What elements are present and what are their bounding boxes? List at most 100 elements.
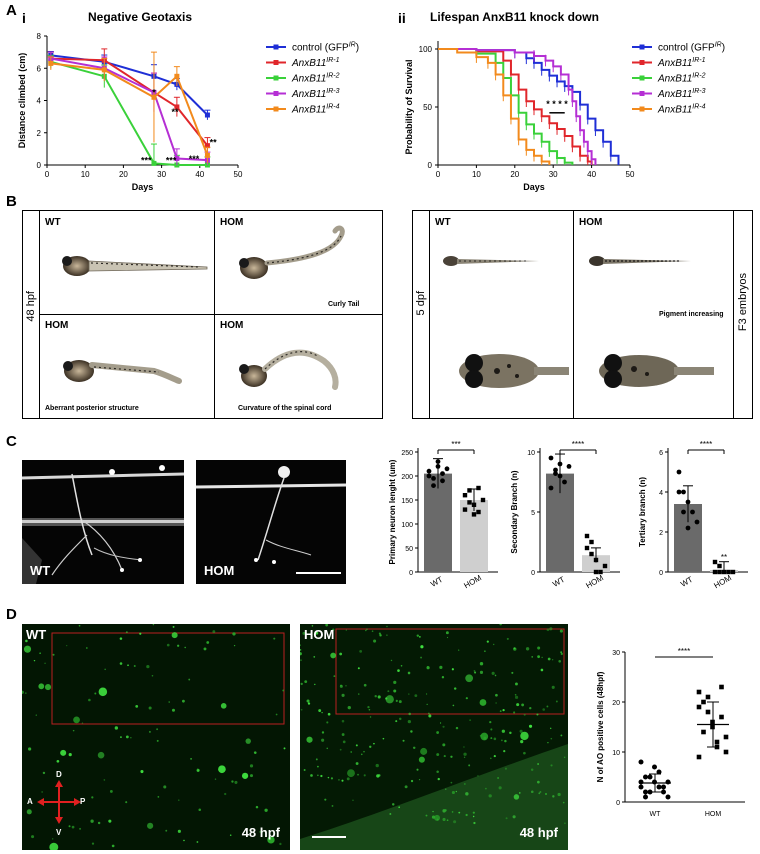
data-point	[426, 468, 432, 474]
data-point	[602, 563, 608, 569]
ao-positive-cell	[88, 698, 91, 702]
ao-positive-cell	[519, 729, 523, 733]
b-cell-3-caption: Aberrant posterior structure	[45, 405, 139, 412]
x-axis-label: Days	[523, 182, 545, 192]
y-axis-label: Tertiary branch (n)	[638, 477, 647, 547]
significance-mark: *	[152, 88, 156, 98]
ao-positive-cell	[489, 721, 492, 724]
significance-mark: ***	[166, 155, 177, 165]
ao-positive-cell	[493, 754, 496, 758]
category-label: WT	[679, 575, 694, 589]
ao-positive-cell	[331, 805, 334, 807]
data-point	[204, 152, 210, 158]
ao-positive-cell	[373, 742, 375, 745]
ao-positive-cell	[94, 692, 97, 695]
data-point	[566, 464, 572, 469]
ao-positive-cell	[541, 656, 543, 659]
ao-positive-cell	[177, 829, 181, 833]
ao-positive-cell	[320, 774, 323, 778]
y-tick-label: 50	[423, 103, 432, 112]
ao-hom-label: HOM	[304, 627, 335, 642]
ao-positive-cell	[564, 822, 566, 825]
ao-scatter-plot: 0 10 20 30 N of AO positive cells (48hpf) WT H…	[596, 647, 745, 818]
legend-marker	[273, 106, 279, 112]
ao-positive-cell	[317, 765, 319, 768]
ao-positive-cell	[125, 631, 128, 634]
data-point	[681, 489, 686, 495]
ao-positive-cell	[497, 777, 499, 779]
data-point	[548, 455, 554, 461]
y-tick-label: 250	[401, 450, 413, 457]
ao-positive-cell	[326, 747, 328, 750]
secondary-branch-chart: 0 5 10 Secondary Branch (n) WT HOM ****	[510, 440, 620, 590]
ao-positive-cell	[365, 629, 367, 632]
data-point	[717, 569, 722, 575]
data-point	[676, 489, 682, 495]
data-point	[548, 485, 554, 491]
category-label: WT	[650, 811, 662, 818]
ao-positive-cell	[79, 827, 82, 830]
ao-positive-cell	[416, 634, 419, 637]
ao-positive-cell	[453, 820, 457, 824]
ao-positive-cell	[234, 780, 238, 784]
series-line	[50, 57, 209, 147]
b-cell-3-label: HOM	[45, 320, 69, 331]
y-tick-label: 30	[612, 650, 620, 657]
ao-positive-cell	[432, 810, 434, 813]
ao-positive-cell	[385, 695, 394, 704]
ao-positive-cell	[203, 647, 207, 651]
y-tick-label: 0	[531, 570, 535, 577]
ao-positive-cell	[300, 648, 302, 651]
legend-label: control (GFPIR)	[658, 42, 725, 54]
ao-positive-cell	[355, 762, 359, 765]
y-tick-label: 10	[612, 750, 620, 757]
ao-positive-cell	[367, 706, 370, 709]
y-tick-label: 4	[37, 97, 42, 106]
ao-positive-cell	[562, 801, 565, 804]
significance-mark: **	[210, 138, 218, 148]
ao-positive-cell	[311, 625, 314, 627]
ao-positive-cell	[512, 815, 516, 819]
legend-label: AnxB11IR-2	[291, 73, 340, 85]
ao-positive-cell	[318, 709, 322, 712]
ao-positive-cell	[282, 689, 285, 692]
ao-positive-cell	[38, 683, 45, 690]
x-tick-label: 20	[119, 170, 128, 179]
ao-positive-cell	[41, 791, 43, 793]
ao-positive-cell	[555, 700, 558, 703]
data-point	[435, 464, 441, 469]
data-point	[717, 563, 722, 569]
ao-positive-cell	[439, 722, 442, 724]
ao-positive-cell	[300, 659, 302, 662]
ao-positive-cell	[332, 628, 335, 631]
b-right-cell-2-caption: Pigment increasing	[659, 311, 724, 318]
ao-positive-cell	[108, 819, 112, 823]
ao-positive-cell	[111, 844, 115, 848]
ao-positive-cell	[357, 667, 360, 670]
ao-positive-cell	[387, 690, 390, 693]
data-point	[721, 569, 727, 575]
ao-positive-cell	[220, 703, 227, 709]
ao-positive-cell	[157, 795, 160, 798]
data-point	[696, 689, 702, 695]
ao-positive-cell	[352, 799, 354, 802]
geotaxis-chart: 0 10 20 30 40 50 0 2 4 6 8 Days Distance climbed (cm…	[17, 32, 243, 192]
ao-positive-cell	[479, 662, 484, 666]
ao-positive-cell	[560, 651, 563, 654]
ao-positive-cell	[347, 706, 351, 710]
survival-curve	[438, 48, 597, 165]
ao-positive-cell	[426, 665, 429, 668]
data-point	[661, 784, 666, 790]
y-tick-label: 10	[527, 450, 535, 457]
data-point	[723, 749, 729, 755]
ao-positive-cell	[357, 773, 360, 776]
y-tick-label: 0	[37, 161, 42, 170]
neuron-wt-label: WT	[30, 563, 51, 578]
data-point	[431, 483, 436, 488]
ao-positive-cell	[386, 625, 388, 628]
ao-positive-cell	[550, 737, 553, 740]
ao-positive-cell	[547, 657, 551, 661]
ao-positive-cell	[523, 751, 526, 755]
